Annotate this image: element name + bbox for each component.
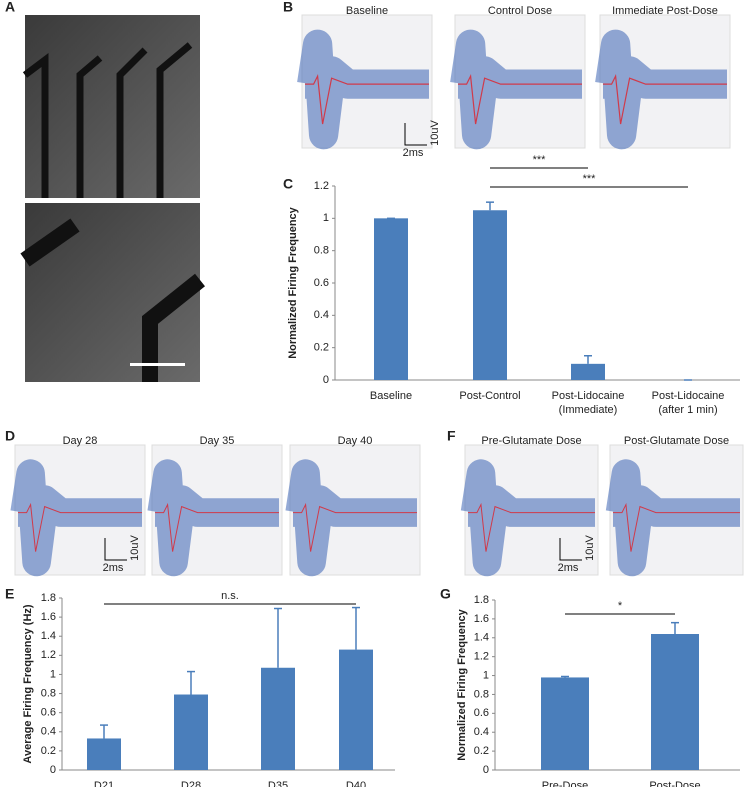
waveform-title: Pre-Glutamate Dose [481,435,581,447]
panel-letter: C [283,176,293,192]
waveform-title: Baseline [346,5,388,17]
bar [87,738,121,770]
y-tick-label: 0.4 [314,309,329,321]
panel-letter: E [5,586,14,602]
x-tick-label: D21 [94,780,114,787]
y-tick-label: 0.4 [41,726,56,738]
bar [374,218,408,380]
scale-time: 2ms [403,147,424,159]
x-tick-label: D28 [181,780,201,787]
micrograph [20,15,255,382]
y-axis-label: Normalized Firing Frequency [287,206,299,358]
y-tick-label: 1.2 [41,649,56,661]
bar [651,634,699,770]
significance-label: n.s. [221,590,239,602]
x-tick-label: (after 1 min) [658,404,717,416]
y-tick-label: 0 [483,764,489,776]
y-axis-label: Average Firing Frequency (Hz) [22,604,34,763]
y-tick-label: 0.6 [474,707,489,719]
x-tick-label: D40 [346,780,366,787]
y-tick-label: 1 [323,212,329,224]
significance-label: *** [533,154,547,166]
spike-mean [293,502,417,552]
bar [339,649,373,770]
y-tick-label: 1 [50,668,56,680]
x-tick-label: D35 [268,780,288,787]
y-tick-label: 0.2 [41,745,56,757]
y-tick-label: 1.4 [41,630,56,642]
y-tick-label: 1.2 [314,180,329,192]
spike-mean [305,74,429,125]
y-tick-label: 0.4 [474,726,489,738]
bar [541,677,589,770]
scale-time: 2ms [103,562,124,574]
spike-mean [468,502,595,552]
y-tick-label: 0.8 [314,245,329,257]
y-tick-label: 0.6 [314,277,329,289]
panel-letter: F [447,428,456,444]
waveform-title: Control Dose [488,5,552,17]
y-tick-label: 0.2 [474,745,489,757]
spike-mean [613,502,740,552]
waveform-title: Day 35 [200,435,235,447]
waveform-title: Immediate Post-Dose [612,5,718,17]
bar [174,694,208,770]
scale-bar [104,538,127,561]
y-tick-label: 1.6 [474,613,489,625]
significance-label: *** [583,173,597,185]
spike-mean [603,74,727,125]
significance-label: * [618,600,623,612]
x-tick-label: Post-Lidocaine [552,390,625,402]
waveform-title: Day 28 [63,435,98,447]
x-tick-label: Post-Lidocaine [652,390,725,402]
y-tick-label: 1.8 [41,592,56,604]
x-tick-label: Post-Dose [649,780,700,787]
waveform-title: Post-Glutamate Dose [624,435,729,447]
scale-bar [404,123,427,146]
scale-volt: 10uV [584,534,596,560]
panel-letter: G [440,586,451,602]
panel-letter: A [5,0,15,15]
y-tick-label: 0 [323,374,329,386]
x-tick-label: Pre-Dose [542,780,588,787]
y-tick-label: 1.6 [41,611,56,623]
y-tick-label: 0.8 [41,687,56,699]
x-tick-label: Baseline [370,390,412,402]
x-tick-label: (Immediate) [559,404,618,416]
bar [261,667,295,770]
scale-volt: 10uV [129,534,141,560]
y-tick-label: 0.8 [474,688,489,700]
scale-time: 2ms [558,562,579,574]
spike-mean [458,74,582,125]
y-tick-label: 0.2 [314,342,329,354]
y-tick-label: 1.4 [474,632,489,644]
spike-mean [155,502,279,552]
scale-volt: 10uV [429,119,441,145]
x-tick-label: Post-Control [459,390,520,402]
panel-letter: D [5,428,15,444]
y-tick-label: 0 [50,764,56,776]
scale-bar [559,538,582,561]
y-tick-label: 1.8 [474,594,489,606]
y-tick-label: 1 [483,669,489,681]
spike-mean [18,502,142,552]
bar [473,210,507,380]
y-tick-label: 1.2 [474,651,489,663]
y-tick-label: 0.6 [41,707,56,719]
bar [571,363,605,380]
waveform-title: Day 40 [338,435,373,447]
y-axis-label: Normalized Firing Frequency [456,608,468,760]
panel-letter: B [283,0,293,15]
